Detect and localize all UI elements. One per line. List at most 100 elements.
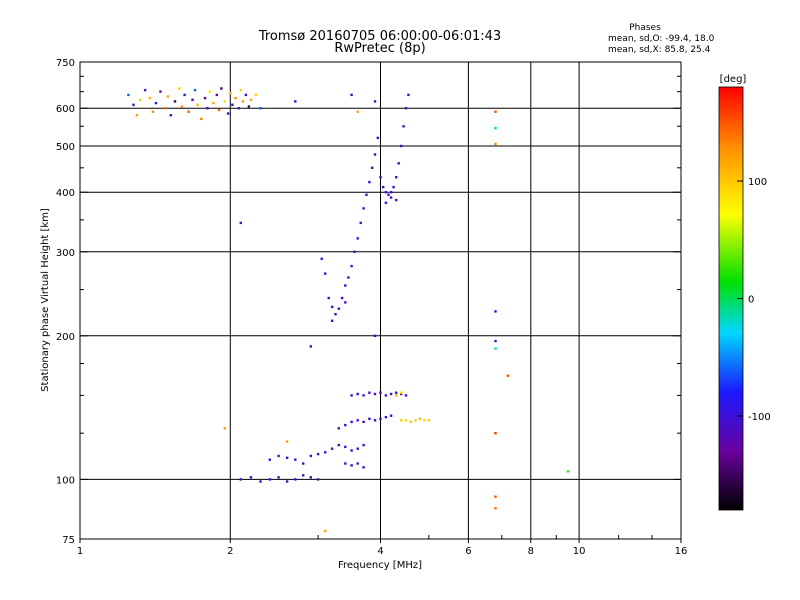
data-point — [356, 462, 359, 465]
x-tick-label: 1 — [77, 546, 83, 557]
data-point — [356, 110, 359, 113]
data-point — [384, 201, 388, 204]
data-point — [132, 103, 135, 106]
data-point — [389, 414, 393, 417]
data-point — [344, 462, 347, 465]
colorbar-unit-label: [deg] — [720, 74, 747, 85]
data-point — [309, 454, 312, 458]
data-point — [163, 107, 167, 110]
y-tick-label: 500 — [56, 142, 75, 153]
data-point — [344, 445, 347, 449]
x-tick-label: 2 — [227, 546, 233, 557]
data-point — [353, 250, 356, 253]
data-point — [229, 92, 232, 95]
data-point — [506, 374, 510, 377]
data-point — [259, 480, 262, 483]
data-point — [404, 394, 408, 397]
data-point — [344, 423, 347, 427]
data-point — [268, 458, 271, 461]
data-point — [196, 103, 199, 106]
data-point — [166, 95, 170, 98]
colorbar-tick-label: 0 — [748, 295, 754, 306]
phases-x-stats: mean, sd,X: 85.8, 25.4 — [608, 45, 711, 55]
data-point — [206, 107, 209, 110]
y-tick-label: 200 — [56, 332, 75, 343]
data-point — [400, 144, 403, 148]
data-point — [379, 417, 382, 420]
data-point — [178, 87, 181, 90]
phases-heading: Phases — [629, 23, 661, 33]
data-point — [494, 507, 497, 510]
chart-title: Tromsø 20160705 06:00:00-06:01:43 — [258, 29, 501, 44]
data-point — [169, 114, 172, 117]
y-tick-label: 400 — [56, 188, 75, 199]
y-tick-label: 75 — [62, 535, 75, 546]
data-point — [220, 87, 223, 90]
data-point — [382, 185, 385, 189]
data-point — [494, 310, 497, 313]
data-point — [334, 313, 337, 316]
data-point — [223, 100, 226, 103]
data-point — [247, 105, 251, 108]
data-point — [494, 142, 497, 146]
data-point — [379, 391, 382, 394]
data-point — [362, 443, 365, 447]
data-point — [494, 339, 497, 343]
data-point — [143, 88, 147, 92]
data-point — [183, 93, 186, 97]
data-point — [226, 112, 230, 115]
data-point — [397, 162, 400, 165]
data-point — [395, 391, 398, 394]
data-point — [379, 176, 382, 179]
data-point — [384, 394, 388, 397]
data-point — [234, 96, 237, 100]
y-tick-label: 600 — [56, 104, 75, 115]
data-point — [302, 474, 305, 477]
data-point — [324, 272, 327, 275]
data-point — [337, 307, 340, 310]
data-point — [316, 452, 320, 456]
data-point — [324, 451, 327, 454]
data-point — [407, 93, 410, 97]
colorbar-tick-label: 100 — [748, 177, 767, 188]
data-point — [277, 454, 280, 458]
data-point — [404, 107, 408, 110]
data-point — [127, 93, 130, 97]
data-point — [268, 478, 271, 481]
data-point — [371, 166, 374, 169]
data-point — [395, 198, 398, 202]
data-point — [309, 345, 312, 348]
data-point — [414, 419, 417, 422]
data-point — [139, 98, 142, 101]
data-point — [362, 420, 365, 424]
data-point — [187, 110, 190, 113]
data-point — [389, 191, 393, 194]
data-point — [350, 464, 353, 467]
data-point — [395, 394, 398, 397]
data-point — [223, 427, 226, 430]
data-point — [154, 101, 158, 105]
data-point — [409, 420, 412, 424]
y-tick-label: 100 — [56, 475, 75, 486]
x-tick-label: 8 — [528, 546, 534, 557]
data-point — [494, 495, 497, 498]
data-point — [148, 96, 151, 100]
data-point — [376, 136, 379, 140]
data-point — [362, 466, 365, 469]
data-point — [294, 458, 297, 461]
data-point — [387, 193, 390, 196]
data-point — [285, 480, 289, 483]
data-point — [389, 392, 393, 396]
data-point — [373, 100, 377, 103]
data-point — [302, 462, 305, 465]
data-point — [494, 126, 497, 130]
data-point — [337, 443, 340, 447]
x-tick-label: 16 — [675, 546, 688, 557]
data-point — [356, 447, 359, 450]
data-point — [254, 93, 257, 97]
data-point — [237, 107, 240, 110]
data-point — [285, 440, 289, 443]
colorbar-tick-label: -100 — [748, 412, 771, 423]
data-point — [193, 88, 197, 92]
data-point — [330, 305, 334, 309]
